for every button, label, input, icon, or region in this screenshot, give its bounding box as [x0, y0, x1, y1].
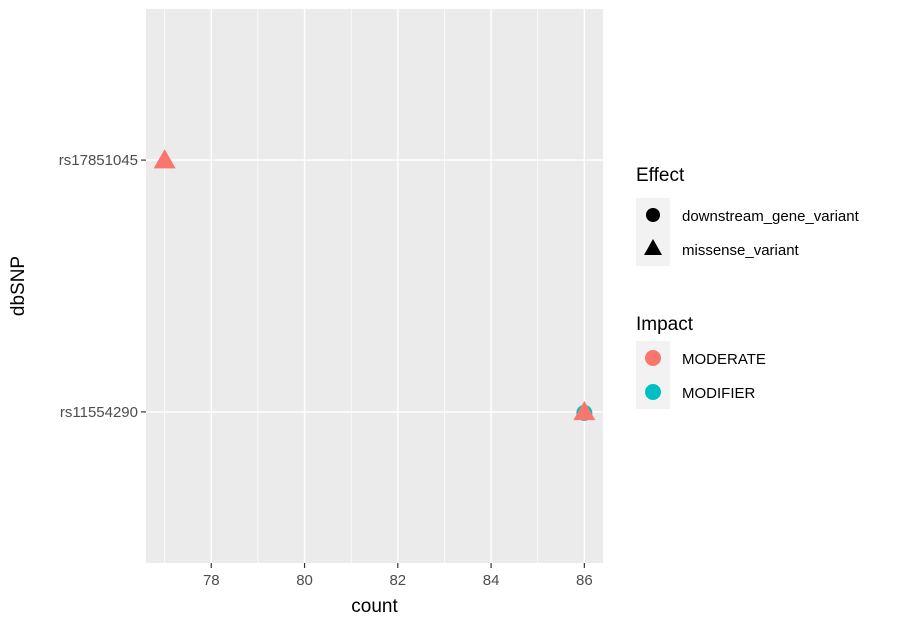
plot-panel [146, 9, 603, 563]
legend-impact-label-moderate: MODERATE [682, 351, 766, 368]
legend-circle-icon [646, 208, 660, 222]
x-tick-label: 84 [483, 572, 500, 589]
minor-gridlines [164, 9, 539, 563]
legend-modifier-dot-icon [645, 384, 661, 400]
x-tick-label: 78 [203, 572, 220, 589]
y-tick-label: rs17851045 [59, 152, 138, 169]
legend-effect: Effect downstream_gene_variant missense_… [636, 165, 860, 266]
legend-effect-title: Effect [636, 165, 685, 186]
major-gridlines [146, 9, 603, 563]
legend-effect-label-downstream: downstream_gene_variant [682, 208, 860, 225]
legend-impact: Impact MODERATE MODIFIER [636, 314, 766, 409]
y-tick-label: rs11554290 [60, 404, 138, 421]
y-axis-title: dbSNP [8, 256, 29, 316]
x-tick-label: 80 [296, 572, 313, 589]
legend-triangle-icon [644, 239, 662, 255]
data-points [153, 149, 596, 421]
x-axis-ticks: 78 80 82 84 86 [203, 563, 593, 589]
legend-impact-label-modifier: MODIFIER [682, 385, 755, 402]
data-point-triangle [153, 149, 176, 169]
y-axis-ticks: rs11554290 rs17851045 [59, 152, 146, 421]
legend-impact-title: Impact [636, 314, 694, 335]
x-tick-label: 82 [389, 572, 406, 589]
legend-moderate-dot-icon [645, 350, 661, 366]
x-axis-title: count [351, 596, 398, 617]
legend-effect-label-missense: missense_variant [682, 242, 800, 259]
x-tick-label: 86 [576, 572, 593, 589]
data-point-triangle [573, 400, 596, 421]
